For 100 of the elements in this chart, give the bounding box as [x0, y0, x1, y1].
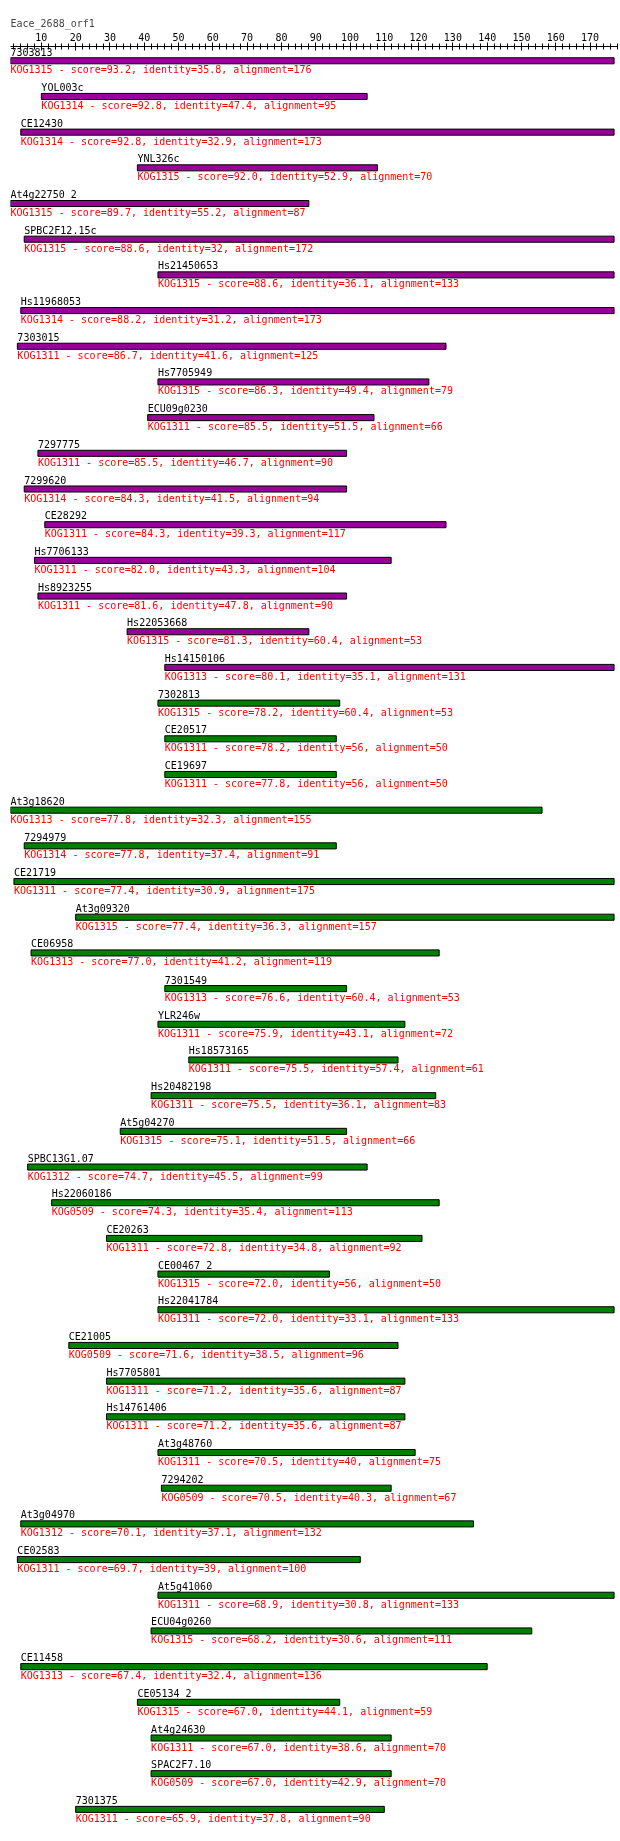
data-label: KOG0509 - score=71.6, identity=38.5, alignment=96 [68, 1348, 364, 1360]
data-label: KOG1315 - score=81.3, identity=60.4, alignment=53 [127, 635, 423, 647]
y-tick-label: 7302813 [157, 689, 201, 701]
data-label: KOG1311 - score=65.9, identity=37.8, alignment=90 [75, 1812, 371, 1824]
bar [164, 985, 348, 993]
y-tick-label: SPAC2F7.10 [151, 1759, 212, 1771]
data-label: KOG1315 - score=88.6, identity=36.1, alignment=133 [157, 278, 459, 290]
data-label: KOG1311 - score=68.9, identity=30.8, alignment=133 [157, 1598, 459, 1610]
bar [44, 521, 447, 529]
y-tick-label: CE12430 [20, 117, 63, 129]
y-tick-label: CE05134_2 [137, 1687, 192, 1700]
data-label: KOG1311 - score=72.0, identity=33.1, alignment=133 [157, 1313, 459, 1325]
x-tick-label: 40 [138, 31, 151, 43]
y-tick-label: CE00467_2 [157, 1259, 213, 1272]
data-label: KOG1315 - score=72.0, identity=56, alignment=50 [157, 1277, 441, 1289]
data-label: KOG1311 - score=70.5, identity=40, alignment=75 [157, 1456, 441, 1468]
data-label: KOG1314 - score=92.8, identity=47.4, alignment=95 [41, 99, 337, 111]
x-tick-label: 170 [581, 31, 600, 43]
x-tick-label: 80 [275, 31, 288, 43]
y-tick-label: 7294979 [24, 831, 67, 843]
y-tick-label: At5g04270 [120, 1116, 175, 1128]
data-label: KOG1315 - score=92.0, identity=52.9, alignment=70 [137, 171, 433, 183]
bar [150, 1734, 392, 1742]
x-tick-label: 150 [512, 31, 531, 43]
bar [20, 128, 615, 136]
y-tick-label: At3g09320 [75, 902, 130, 914]
bar [136, 164, 378, 172]
bar [157, 1020, 406, 1028]
data-label: KOG1311 - score=82.0, identity=43.3, alignment=104 [34, 563, 336, 575]
x-tick-label: 100 [340, 31, 360, 43]
y-tick-label: Hs21450653 [157, 260, 219, 272]
y-tick-label: 7299620 [24, 475, 67, 486]
y-tick-label: CE21719 [13, 867, 57, 879]
y-tick-label: 7297775 [37, 439, 81, 451]
bar [68, 1341, 399, 1349]
bar [157, 1306, 615, 1314]
data-label: KOG1313 - score=80.1, identity=35.1, alignment=131 [164, 670, 466, 682]
bar [30, 949, 440, 957]
y-tick-label: At3g18620 [10, 795, 65, 807]
x-tick-label: 20 [69, 31, 82, 43]
x-tick-label: 140 [478, 31, 497, 43]
data-label: KOG1311 - score=77.8, identity=56, alignment=50 [164, 777, 448, 789]
data-label: KOG1311 - score=75.9, identity=43.1, alignment=72 [157, 1027, 453, 1039]
y-tick-label: Hs14761406 [106, 1402, 167, 1414]
y-tick-label: YLR246w [157, 1009, 202, 1021]
data-label: KOG1313 - score=76.6, identity=60.4, alignment=53 [164, 992, 460, 1004]
y-tick-label: 7303813 [10, 46, 53, 58]
y-tick-label: Hs14150106 [164, 652, 226, 664]
data-label: KOG1314 - score=77.8, identity=37.4, alignment=91 [24, 849, 320, 861]
y-tick-label: CE06958 [31, 938, 74, 950]
bar [16, 1556, 361, 1564]
bar [157, 699, 341, 707]
x-tick-label: 90 [309, 31, 322, 43]
data-label: KOG1315 - score=88.6, identity=32, alignment=172 [24, 242, 314, 254]
data-label: KOG1311 - score=85.5, identity=46.7, alignment=90 [37, 456, 333, 468]
chart-title: Eace_2688_orf1 [10, 17, 95, 30]
y-tick-label: Hs18573165 [188, 1045, 250, 1057]
bar [51, 1199, 440, 1207]
data-label: KOG1311 - score=69.7, identity=39, alignment=100 [17, 1563, 307, 1575]
bar [157, 271, 615, 279]
bar [10, 806, 543, 814]
data-label: KOG1312 - score=70.1, identity=37.1, alignment=132 [20, 1527, 322, 1539]
data-label: KOG1315 - score=75.1, identity=51.5, alignment=66 [120, 1134, 416, 1146]
bar [164, 770, 337, 779]
data-label: KOG1311 - score=78.2, identity=56, alignment=50 [164, 742, 448, 754]
x-tick-label: 130 [443, 31, 462, 43]
y-tick-label: CE11458 [20, 1652, 63, 1664]
y-tick-label: At5g41060 [157, 1580, 213, 1592]
data-label: KOG0509 - score=67.0, identity=42.9, alignment=70 [151, 1777, 447, 1789]
x-tick-label: 160 [546, 31, 565, 43]
bar [20, 307, 615, 315]
y-tick-label: Hs7705801 [106, 1366, 161, 1378]
data-label: KOG1312 - score=74.7, identity=45.5, alignment=99 [27, 1170, 323, 1182]
data-label: KOG1315 - score=77.4, identity=36.3, alignment=157 [75, 920, 377, 932]
data-label: KOG1311 - score=67.0, identity=38.6, alignment=70 [151, 1741, 447, 1753]
data-label: KOG1311 - score=71.2, identity=35.6, alignment=87 [106, 1420, 402, 1432]
bar [23, 842, 337, 850]
y-tick-label: 7301549 [164, 974, 207, 986]
data-label: KOG1311 - score=71.2, identity=35.6, alignment=87 [106, 1384, 402, 1396]
y-tick-label: 7303015 [17, 332, 60, 344]
y-tick-label: Hs7706133 [34, 545, 89, 557]
bar [150, 1092, 437, 1100]
x-tick-label: 50 [172, 31, 185, 43]
bar [106, 1234, 423, 1242]
y-tick-label: SPBC13G1.07 [27, 1152, 94, 1164]
data-label: KOG1315 - score=89.7, identity=55.2, alignment=87 [10, 207, 306, 219]
data-label: KOG1315 - score=68.2, identity=30.6, alignment=111 [151, 1634, 453, 1646]
data-label: KOG1311 - score=75.5, identity=36.1, alignment=83 [151, 1099, 447, 1111]
x-tick-label: 110 [375, 31, 394, 43]
y-tick-label: 7301375 [75, 1795, 118, 1807]
y-tick-label: Hs20482198 [151, 1081, 212, 1093]
bar [150, 1627, 533, 1635]
y-tick-label: Hs22053668 [127, 617, 188, 629]
data-label: KOG1315 - score=86.3, identity=49.4, alignment=79 [157, 385, 453, 397]
data-label: KOG1313 - score=67.4, identity=32.4, alignment=136 [20, 1670, 322, 1682]
bar [157, 1591, 615, 1599]
bar [37, 449, 348, 457]
bar [34, 556, 392, 564]
bar [20, 1520, 474, 1528]
data-label: KOG1311 - score=77.4, identity=30.9, alignment=175 [13, 885, 315, 897]
